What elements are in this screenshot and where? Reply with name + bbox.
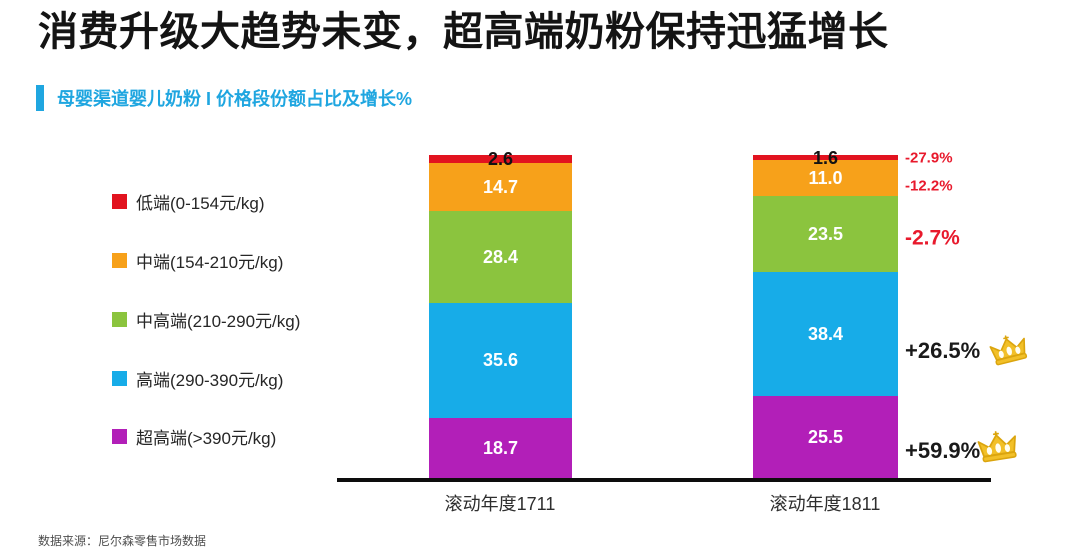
x-axis-line [337, 478, 991, 482]
growth-label: +26.5% [905, 338, 981, 363]
page-title: 消费升级大趋势未变，超高端奶粉保持迅猛增长 [38, 10, 889, 54]
bar-segment: 38.4 [753, 271, 898, 396]
data-source: 数据来源：尼尔森零售市场数据 [38, 534, 207, 548]
legend-item: 高端(290-390元/kg) [112, 370, 283, 390]
bar-value-label: 38.4 [807, 323, 844, 344]
legend-label: 高端(290-390元/kg) [136, 370, 284, 390]
subtitle: 母婴渠道婴儿奶粉 I 价格段份额占比及增长% [36, 85, 412, 111]
legend-label: 中高端(210-290元/kg) [136, 311, 301, 331]
legend-swatch-icon [112, 311, 127, 327]
bar-value-label: 23.5 [807, 223, 844, 244]
bar-value-label: 18.7 [482, 437, 519, 458]
legend-label: 低端(0-154元/kg) [136, 193, 265, 213]
bar-value-label: 2.6 [487, 149, 514, 170]
bar-segment: 35.6 [429, 302, 572, 418]
bar-value-label: 1.6 [812, 147, 839, 168]
bar-segment: 11.0 [753, 160, 898, 196]
subtitle-text: 母婴渠道婴儿奶粉 I 价格段份额占比及增长% [57, 89, 413, 109]
legend-swatch-icon [112, 428, 127, 444]
legend-item: 中高端(210-290元/kg) [112, 311, 300, 331]
legend-swatch-icon [112, 370, 127, 386]
bar-segment: 14.7 [429, 163, 572, 211]
bar-value-label: 14.7 [482, 177, 519, 198]
bar-value-label: 25.5 [807, 426, 844, 447]
legend-label: 中端(154-210元/kg) [136, 252, 284, 272]
bar-segment: 25.5 [753, 395, 898, 478]
bar-segment: 28.4 [429, 210, 572, 303]
subtitle-accent-bar [36, 85, 44, 111]
growth-label: -27.9% [905, 149, 953, 167]
growth-label: -2.7% [905, 226, 960, 250]
crown-icon [973, 428, 1023, 467]
legend-label: 超高端(>390元/kg) [136, 428, 277, 448]
x-axis-label: 滚动年度1711 [444, 494, 556, 514]
x-axis-label: 滚动年度1811 [769, 494, 881, 514]
legend-swatch-icon [112, 193, 127, 209]
legend-swatch-icon [112, 252, 127, 268]
legend-item: 超高端(>390元/kg) [112, 428, 276, 448]
bar-segment: 2.6 [429, 150, 572, 168]
bar-value-label: 11.0 [808, 167, 843, 188]
crown-icon [984, 330, 1034, 370]
bar-segment: 18.7 [429, 417, 572, 478]
bar-value-label: 35.6 [482, 350, 519, 371]
stacked-bar: 1.6 11.0 23.5 38.4 25.5 [753, 149, 898, 478]
legend-item: 中端(154-210元/kg) [112, 252, 283, 272]
stacked-bar: 2.6 14.7 28.4 35.6 18.7 [429, 150, 572, 478]
bar-segment: 23.5 [753, 195, 898, 272]
bar-segment: 1.6 [753, 149, 898, 167]
legend-item: 低端(0-154元/kg) [112, 193, 264, 213]
growth-label: +59.9% [905, 438, 981, 463]
growth-label: -12.2% [905, 177, 953, 195]
bar-value-label: 28.4 [482, 246, 519, 267]
